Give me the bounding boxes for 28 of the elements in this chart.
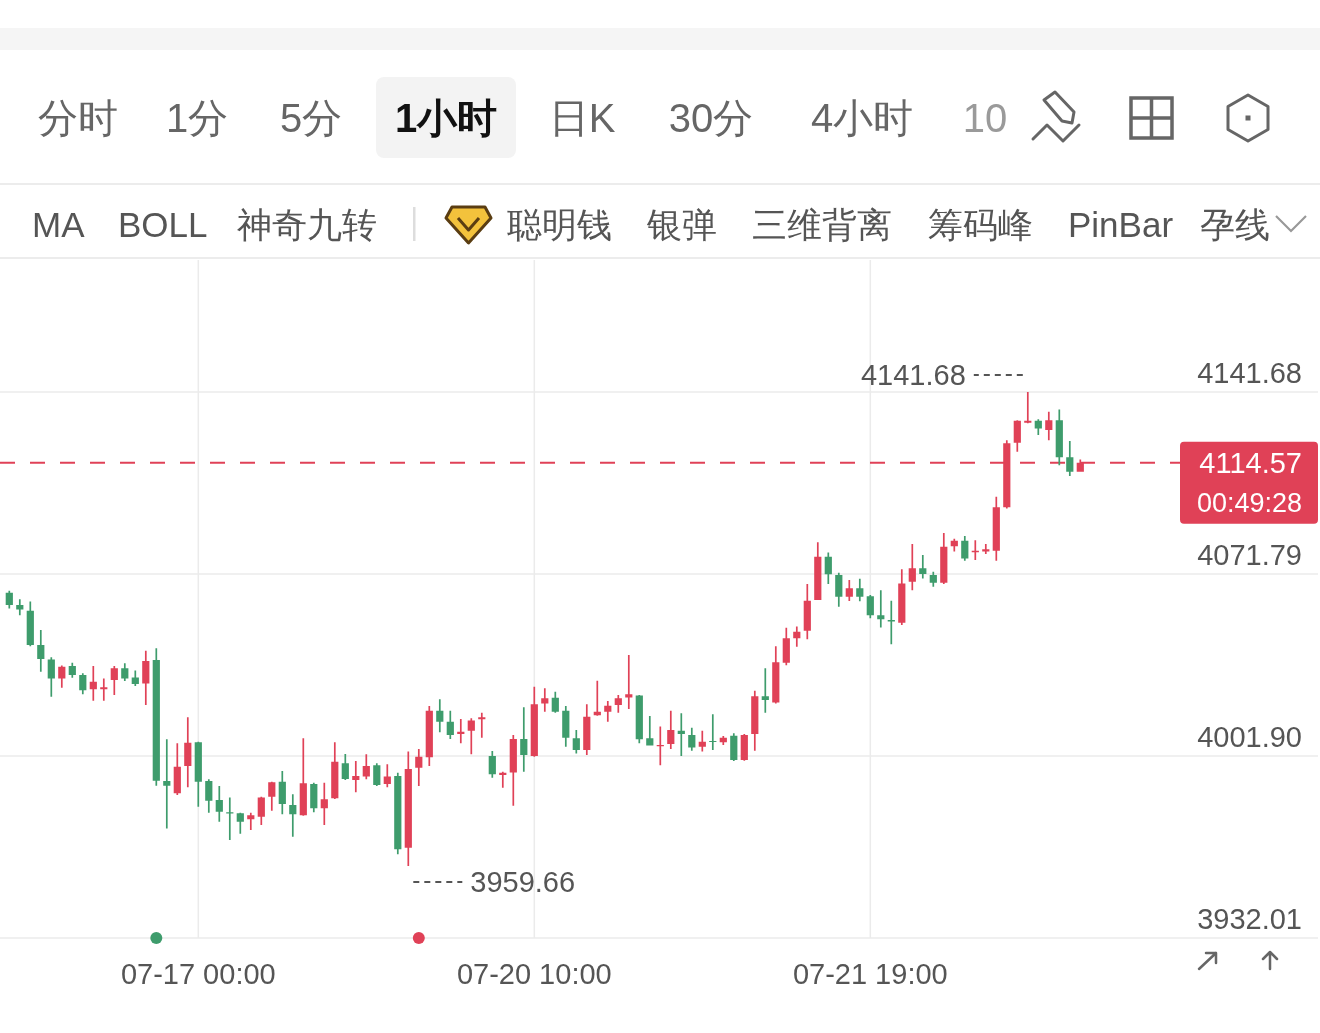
annotation: 4141.68 xyxy=(860,359,966,392)
text: 筹码峰 xyxy=(928,204,1033,244)
y-tick-label: 3932.01 xyxy=(1197,903,1302,935)
text: 日K xyxy=(548,96,616,140)
x-tick-label: 07-21 19:00 xyxy=(792,958,948,990)
text: 1分 xyxy=(165,96,229,140)
text: 分时 xyxy=(38,96,118,140)
text: 1小时 xyxy=(394,96,498,140)
ref-line-label: 4114.57 xyxy=(1199,446,1302,479)
text: 30分 xyxy=(668,96,754,140)
y-tick-label: 4001.90 xyxy=(1197,721,1302,754)
x-tick-label: 07-17 00:00 xyxy=(120,958,276,990)
text: MA xyxy=(32,204,86,244)
y-tick-label: 4141.68 xyxy=(1197,357,1302,390)
text: 10 xyxy=(962,96,1008,140)
text: 5分 xyxy=(279,96,343,140)
text: 孕线 xyxy=(1200,204,1270,244)
text: 神奇九转 xyxy=(237,204,377,244)
y-tick-label: 4071.79 xyxy=(1197,539,1302,572)
text: 聪明钱 xyxy=(507,204,612,244)
text: BOLL xyxy=(118,204,208,244)
annotation: 3959.66 xyxy=(470,866,576,899)
text: 4小时 xyxy=(810,96,914,140)
text: PinBar xyxy=(1068,204,1174,244)
text: 三维背离 xyxy=(752,204,892,244)
x-tick-label: 07-20 10:00 xyxy=(456,958,612,990)
text: 00:49:28 xyxy=(1196,487,1302,518)
text: 银弹 xyxy=(646,204,717,244)
